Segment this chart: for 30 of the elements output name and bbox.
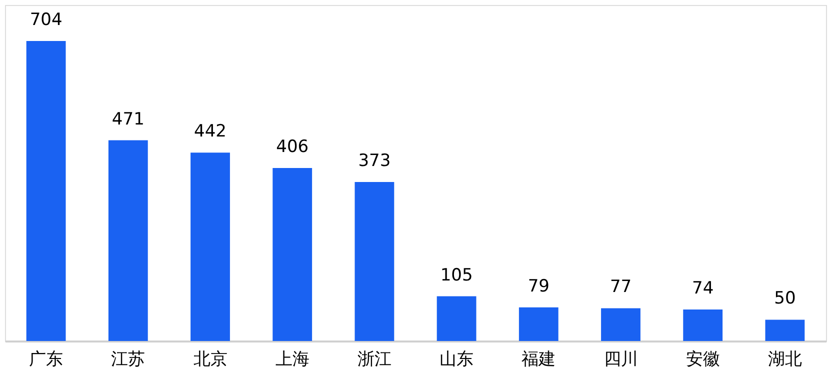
x-tick-label: 北京 [193,350,228,370]
bar [436,296,476,341]
data-label: 442 [194,122,226,142]
x-tick-label: 山东 [440,350,474,370]
bar [518,307,558,341]
x-tick-label: 浙江 [357,350,392,370]
x-tick-label: 福建 [522,350,556,370]
x-tick-label: 上海 [275,350,310,370]
data-label: 471 [112,109,144,130]
data-label: 74 [692,278,714,298]
x-tick-label: 广东 [29,350,64,370]
x-tick-label: 湖北 [768,350,802,370]
x-tick-label: 安徽 [686,350,720,370]
data-label: 77 [610,277,632,298]
bar [26,41,66,341]
bar [190,152,230,341]
data-label: 704 [30,10,62,30]
bar [108,140,148,341]
x-tick-label: 江苏 [111,350,146,370]
data-label: 406 [276,136,309,157]
data-label: 373 [358,151,391,172]
bar [272,168,312,341]
bar [683,309,723,341]
x-tick-label: 四川 [604,350,638,370]
data-label: 105 [440,265,473,286]
bar [354,182,394,341]
bar [765,320,805,341]
bar [601,308,640,341]
data-label: 50 [774,288,796,309]
data-label: 79 [528,276,550,296]
